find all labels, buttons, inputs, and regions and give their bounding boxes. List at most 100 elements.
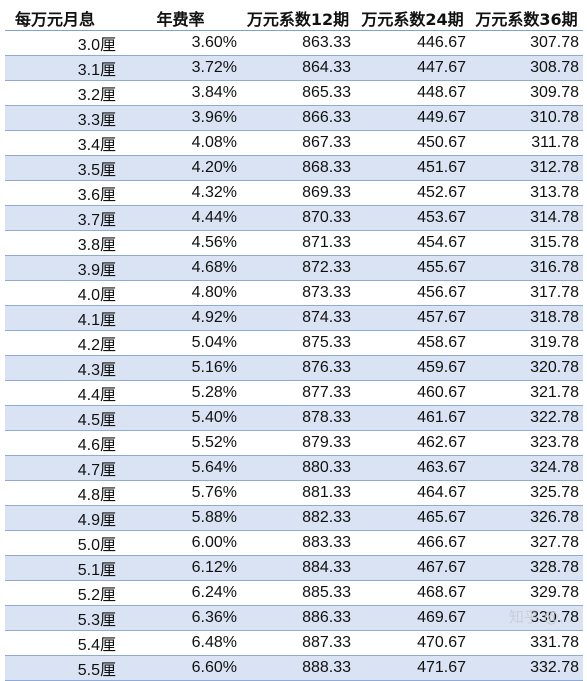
cell-coef-24: 468.67 [355, 580, 470, 606]
table-row: 3.1厘 3.72% 864.33 447.67 308.78 [5, 55, 583, 81]
cell-coef-12: 882.33 [241, 505, 355, 531]
cell-annual-rate: 4.56% [120, 230, 241, 256]
cell-monthly-rate: 5.0厘 [5, 530, 120, 556]
cell-monthly-rate: 3.8厘 [5, 230, 120, 256]
cell-monthly-rate: 4.6厘 [5, 430, 120, 456]
cell-coef-24: 462.67 [355, 430, 470, 456]
cell-coef-24: 465.67 [355, 505, 470, 531]
cell-coef-24: 455.67 [355, 255, 470, 281]
cell-coef-36: 313.78 [470, 180, 583, 206]
cell-coef-24: 458.67 [355, 330, 470, 356]
cell-coef-24: 467.67 [355, 555, 470, 581]
cell-coef-36: 328.78 [470, 555, 583, 581]
cell-coef-12: 870.33 [241, 205, 355, 231]
cell-annual-rate: 5.28% [120, 380, 241, 406]
cell-coef-12: 883.33 [241, 530, 355, 556]
cell-coef-24: 466.67 [355, 530, 470, 556]
rate-table: 每万元月息 年费率 万元系数12期 万元系数24期 万元系数36期 3.0厘 3.… [5, 5, 583, 681]
cell-monthly-rate: 3.4厘 [5, 130, 120, 156]
cell-monthly-rate: 4.0厘 [5, 280, 120, 306]
cell-monthly-rate: 4.9厘 [5, 505, 120, 531]
cell-coef-24: 463.67 [355, 455, 470, 481]
cell-coef-24: 464.67 [355, 480, 470, 506]
cell-monthly-rate: 3.5厘 [5, 155, 120, 181]
cell-coef-12: 888.33 [241, 655, 355, 681]
table-row: 4.0厘 4.80% 873.33 456.67 317.78 [5, 280, 583, 306]
table-row: 5.0厘 6.00% 883.33 466.67 327.78 [5, 530, 583, 556]
cell-coef-36: 314.78 [470, 205, 583, 231]
cell-coef-24: 449.67 [355, 105, 470, 131]
cell-monthly-rate: 3.2厘 [5, 80, 120, 106]
cell-coef-12: 887.33 [241, 630, 355, 656]
cell-monthly-rate: 3.9厘 [5, 255, 120, 281]
cell-coef-24: 471.67 [355, 655, 470, 681]
table-row: 5.3厘 6.36% 886.33 469.67 330.78 [5, 605, 583, 631]
cell-coef-12: 872.33 [241, 255, 355, 281]
cell-monthly-rate: 3.1厘 [5, 55, 120, 81]
cell-coef-24: 450.67 [355, 130, 470, 156]
cell-coef-24: 447.67 [355, 55, 470, 81]
cell-annual-rate: 5.64% [120, 455, 241, 481]
cell-coef-24: 453.67 [355, 205, 470, 231]
cell-coef-36: 317.78 [470, 280, 583, 306]
cell-coef-36: 324.78 [470, 455, 583, 481]
cell-annual-rate: 4.92% [120, 305, 241, 331]
cell-coef-24: 469.67 [355, 605, 470, 631]
cell-annual-rate: 4.44% [120, 205, 241, 231]
cell-annual-rate: 5.04% [120, 330, 241, 356]
cell-coef-36: 329.78 [470, 580, 583, 606]
cell-coef-36: 309.78 [470, 80, 583, 106]
cell-annual-rate: 4.32% [120, 180, 241, 206]
table-row: 4.5厘 5.40% 878.33 461.67 322.78 [5, 405, 583, 431]
table-row: 3.8厘 4.56% 871.33 454.67 315.78 [5, 230, 583, 256]
cell-coef-12: 886.33 [241, 605, 355, 631]
cell-coef-12: 876.33 [241, 355, 355, 381]
table-row: 3.5厘 4.20% 868.33 451.67 312.78 [5, 155, 583, 181]
table-row: 3.2厘 3.84% 865.33 448.67 309.78 [5, 80, 583, 106]
cell-coef-12: 864.33 [241, 55, 355, 81]
cell-monthly-rate: 4.5厘 [5, 405, 120, 431]
table-row: 3.0厘 3.60% 863.33 446.67 307.78 [5, 30, 583, 56]
cell-coef-36: 307.78 [470, 30, 583, 56]
table-row: 4.1厘 4.92% 874.33 457.67 318.78 [5, 305, 583, 331]
cell-coef-12: 877.33 [241, 380, 355, 406]
cell-coef-36: 327.78 [470, 530, 583, 556]
cell-coef-12: 885.33 [241, 580, 355, 606]
cell-coef-36: 323.78 [470, 430, 583, 456]
cell-annual-rate: 4.20% [120, 155, 241, 181]
table-row: 5.1厘 6.12% 884.33 467.67 328.78 [5, 555, 583, 581]
cell-annual-rate: 6.24% [120, 580, 241, 606]
cell-annual-rate: 5.52% [120, 430, 241, 456]
cell-annual-rate: 3.84% [120, 80, 241, 106]
cell-coef-24: 461.67 [355, 405, 470, 431]
cell-coef-24: 454.67 [355, 230, 470, 256]
table-row: 4.3厘 5.16% 876.33 459.67 320.78 [5, 355, 583, 381]
cell-coef-24: 470.67 [355, 630, 470, 656]
cell-coef-36: 312.78 [470, 155, 583, 181]
cell-coef-36: 308.78 [470, 55, 583, 81]
table-row: 5.2厘 6.24% 885.33 468.67 329.78 [5, 580, 583, 606]
cell-annual-rate: 6.60% [120, 655, 241, 681]
table-row: 4.8厘 5.76% 881.33 464.67 325.78 [5, 480, 583, 506]
cell-coef-12: 867.33 [241, 130, 355, 156]
header-monthly-rate: 每万元月息 [5, 5, 120, 31]
cell-coef-36: 322.78 [470, 405, 583, 431]
header-coef-24: 万元系数24期 [355, 5, 470, 31]
cell-coef-12: 884.33 [241, 555, 355, 581]
cell-coef-24: 446.67 [355, 30, 470, 56]
cell-coef-36: 310.78 [470, 105, 583, 131]
cell-coef-36: 326.78 [470, 505, 583, 531]
table-row: 4.4厘 5.28% 877.33 460.67 321.78 [5, 380, 583, 406]
cell-coef-12: 868.33 [241, 155, 355, 181]
table-row: 4.6厘 5.52% 879.33 462.67 323.78 [5, 430, 583, 456]
cell-coef-24: 459.67 [355, 355, 470, 381]
cell-coef-36: 321.78 [470, 380, 583, 406]
cell-coef-12: 873.33 [241, 280, 355, 306]
table-row: 3.4厘 4.08% 867.33 450.67 311.78 [5, 130, 583, 156]
cell-monthly-rate: 3.0厘 [5, 30, 120, 56]
cell-coef-12: 879.33 [241, 430, 355, 456]
cell-coef-36: 320.78 [470, 355, 583, 381]
table-row: 3.7厘 4.44% 870.33 453.67 314.78 [5, 205, 583, 231]
cell-annual-rate: 4.68% [120, 255, 241, 281]
cell-coef-24: 457.67 [355, 305, 470, 331]
